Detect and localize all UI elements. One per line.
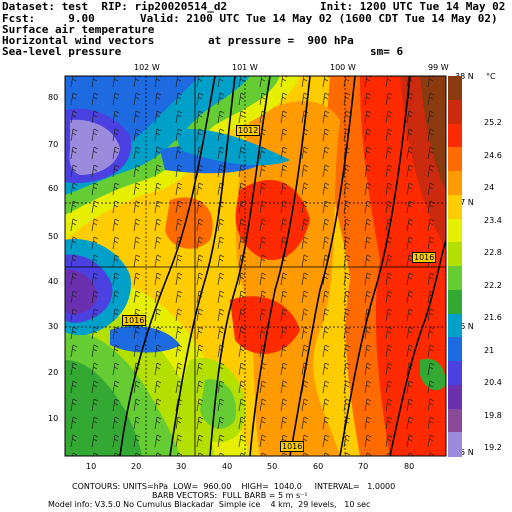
- lon-label: 101 W: [232, 63, 258, 72]
- x-tick-label: 40: [222, 462, 233, 471]
- colorbar-label: 21.6: [484, 313, 502, 322]
- lon-label: 100 W: [330, 63, 356, 72]
- colorbar-label: 22.8: [484, 248, 502, 257]
- x-tick-label: 80: [404, 462, 415, 471]
- colorbar-swatch: [448, 432, 462, 457]
- colorbar-label: 19.2: [484, 443, 502, 452]
- isobar-label: 1016: [280, 441, 305, 452]
- y-tick-label: 70: [48, 140, 59, 149]
- x-tick-label: 10: [86, 462, 97, 471]
- lon-label: 102 W: [134, 63, 160, 72]
- colorbar-swatch: [448, 194, 462, 219]
- colorbar-swatch: [448, 76, 462, 101]
- colorbar-label: 20.4: [484, 378, 502, 387]
- colorbar-label: 21: [484, 345, 495, 355]
- colorbar-swatch: [448, 361, 462, 386]
- x-tick-label: 50: [267, 462, 278, 471]
- forecast-hour-label: Fcst: 9.00: [2, 12, 95, 25]
- county-lines: [65, 76, 446, 456]
- lon-label: 99 W: [428, 63, 449, 72]
- smoothing-label: sm= 6: [370, 45, 404, 58]
- valid-time-label: Valid: 2100 UTC Tue 14 May 02 (1600 CDT …: [140, 12, 498, 25]
- colorbar: [448, 76, 462, 457]
- map-frame: [64, 75, 447, 457]
- lat-label: 37 N: [455, 198, 474, 207]
- colorbar-swatch: [448, 337, 462, 362]
- colorbar-swatch: [448, 266, 462, 291]
- lat-label: 35 N: [455, 448, 474, 457]
- colorbar-label: 25.2: [484, 118, 502, 127]
- field-slp-label: Sea-level pressure: [2, 45, 122, 58]
- pressure-level-label: at pressure = 900 hPa: [208, 34, 354, 47]
- latlon-grid: [65, 76, 446, 456]
- y-tick-label: 20: [48, 368, 59, 377]
- isobar-label: 1016: [122, 315, 147, 326]
- contour-info: CONTOURS: UNITS=hPa LOW= 960.00 HIGH= 10…: [72, 482, 396, 491]
- field-temperature-label: Surface air temperature: [2, 23, 155, 36]
- colorbar-swatch: [448, 123, 462, 148]
- lat-label: 36 N: [455, 322, 474, 331]
- colorbar-label: 19.8: [484, 410, 502, 420]
- isobar-label: 1012: [236, 125, 261, 136]
- y-tick-label: 40: [48, 277, 59, 286]
- isobar-label: 1016: [412, 252, 437, 263]
- wind-barbs: [65, 76, 446, 456]
- barb-info: BARB VECTORS: FULL BARB = 5 m s⁻¹: [152, 491, 308, 500]
- colorbar-swatch: [448, 171, 462, 196]
- init-time-label: Init: 1200 UTC Tue 14 May 02: [320, 0, 506, 13]
- x-tick-label: 60: [313, 462, 324, 471]
- y-tick-label: 50: [48, 232, 59, 241]
- dataset-label: Dataset: test RIP: rip20020514_d2: [2, 0, 228, 13]
- colorbar-swatch: [448, 99, 462, 124]
- colorbar-swatch: [448, 313, 462, 338]
- colorbar-unit: °C: [486, 72, 496, 81]
- x-tick-label: 20: [131, 462, 142, 471]
- colorbar-label: 22.2: [484, 280, 502, 290]
- colorbar-swatch: [448, 384, 462, 409]
- x-tick-label: 70: [358, 462, 369, 471]
- lat-label: 38 N: [455, 72, 474, 81]
- isobars: [119, 76, 446, 456]
- colorbar-swatch: [448, 408, 462, 433]
- colorbar-label: 24: [484, 183, 495, 192]
- y-tick-label: 60: [48, 184, 59, 193]
- x-tick-label: 30: [176, 462, 187, 471]
- colorbar-swatch: [448, 147, 462, 172]
- colorbar-swatch: [448, 242, 462, 267]
- field-wind-label: Horizontal wind vectors: [2, 34, 155, 47]
- y-tick-label: 10: [48, 414, 59, 423]
- colorbar-swatch: [448, 289, 462, 314]
- colorbar-label: 24.6: [484, 150, 502, 160]
- colorbar-swatch: [448, 218, 462, 243]
- model-info: Model info: V3.5.0 No Cumulus Blackadar …: [48, 500, 371, 509]
- colorbar-label: 23.4: [484, 215, 502, 225]
- y-tick-label: 30: [48, 322, 59, 331]
- y-tick-label: 80: [48, 93, 59, 102]
